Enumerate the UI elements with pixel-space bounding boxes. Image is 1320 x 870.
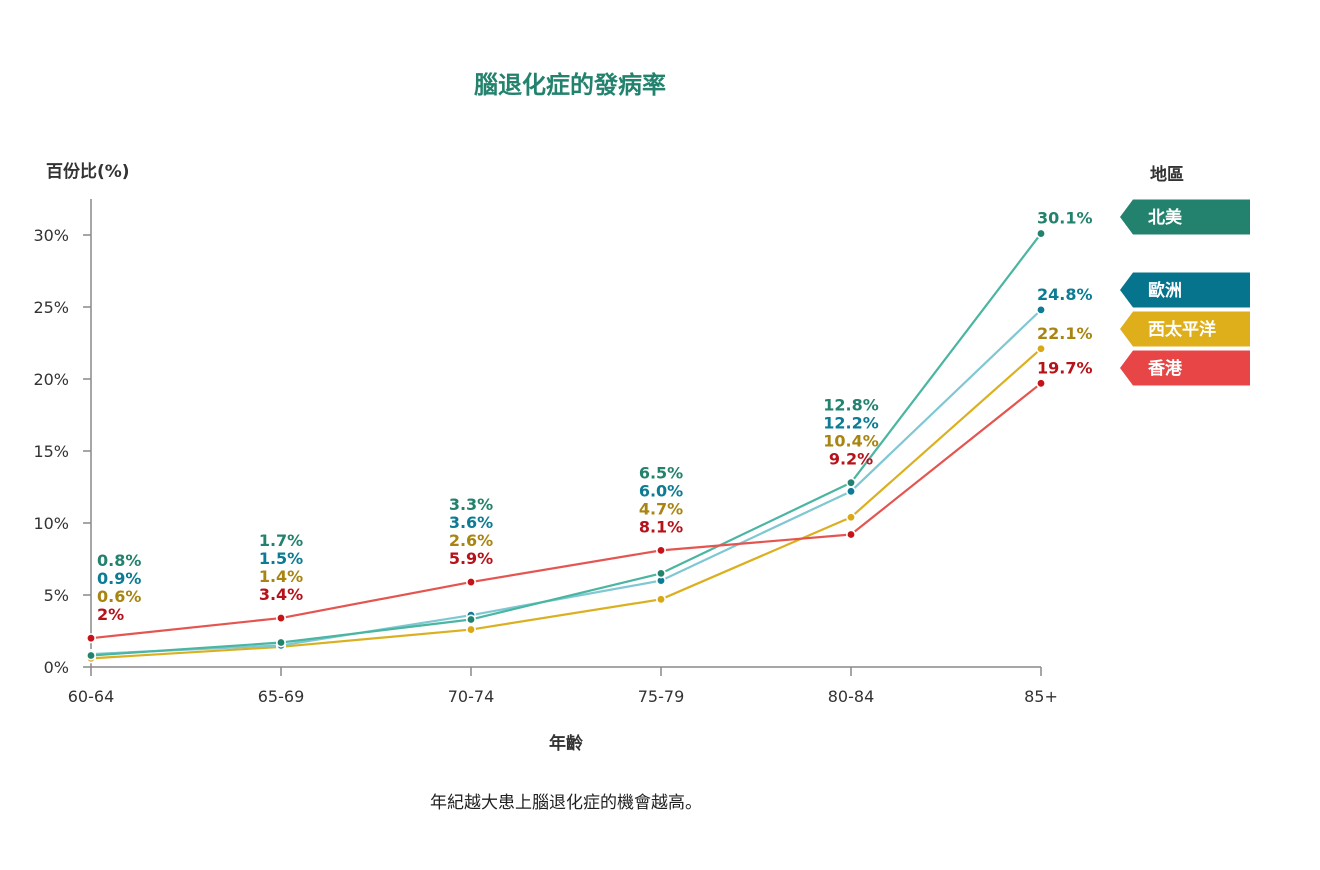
y-tick-label: 25%	[33, 298, 69, 317]
data-point-na	[1036, 228, 1047, 239]
data-point-na	[275, 637, 286, 648]
y-tick-label: 5%	[44, 586, 69, 605]
data-point-hk	[845, 529, 856, 540]
x-tick-label: 65-69	[258, 687, 305, 706]
axes: 0% 5% 10% 15% 20% 25% 30% 60-64 65-69 70-74 75-79 8…	[33, 199, 1058, 706]
data-label-wp: 0.6%	[97, 587, 141, 606]
data-label-wp: 10.4%	[823, 432, 879, 451]
data-label-eu: 24.8%	[1037, 285, 1093, 304]
data-point-hk	[275, 613, 286, 624]
data-label-eu: 1.5%	[259, 549, 303, 568]
legend-label-eu: 歐洲	[1148, 280, 1182, 301]
data-point-hk	[655, 545, 666, 556]
data-point-eu	[845, 486, 856, 497]
data-labels: 0.8%0.9%0.6%2% 1.7%1.5%1.4%3.4% 3.3%3.6%2.…	[97, 209, 1093, 625]
data-point-wp	[655, 594, 666, 605]
data-point-na	[845, 477, 856, 488]
y-tick-label: 30%	[33, 226, 69, 245]
data-label-eu: 3.6%	[449, 513, 493, 532]
data-point-na	[465, 614, 476, 625]
data-label-eu: 6.0%	[639, 481, 683, 500]
legend-item-hk[interactable]: 香港	[1120, 350, 1250, 386]
legend-item-na[interactable]: 北美	[1120, 199, 1250, 235]
legend-swatch-hk	[1120, 350, 1250, 386]
x-tick-label: 85+	[1024, 687, 1058, 706]
data-point-na	[655, 568, 666, 579]
series-points	[86, 228, 1047, 664]
legend-swatch-wp	[1120, 311, 1250, 347]
data-point-na	[86, 650, 97, 661]
legend-swatch-na	[1120, 199, 1250, 235]
data-label-na: 30.1%	[1037, 209, 1093, 228]
y-axis-title: 百份比(%)	[46, 161, 130, 182]
data-point-hk	[465, 577, 476, 588]
data-label-eu: 0.9%	[97, 569, 141, 588]
data-label-wp: 2.6%	[449, 531, 493, 550]
series-line-wp	[90, 347, 1042, 660]
data-label-wp: 1.4%	[259, 567, 303, 586]
x-axis-title: 年齡	[549, 733, 583, 754]
data-point-hk	[86, 633, 97, 644]
data-label-na: 0.8%	[97, 551, 141, 570]
data-label-hk: 5.9%	[449, 549, 493, 568]
data-point-wp	[465, 624, 476, 635]
series-line-hk	[90, 382, 1042, 640]
y-tick-label: 20%	[33, 370, 69, 389]
x-tick-label: 80-84	[828, 687, 875, 706]
series-lines	[90, 232, 1042, 660]
series-line-na	[90, 232, 1042, 657]
data-label-na: 12.8%	[823, 396, 879, 415]
legend-label-wp: 西太平洋	[1148, 319, 1216, 340]
x-tick-label: 75-79	[638, 687, 685, 706]
series-line-eu	[90, 309, 1042, 656]
legend-item-eu[interactable]: 歐洲	[1120, 272, 1250, 308]
y-tick-label: 15%	[33, 442, 69, 461]
data-label-wp: 4.7%	[639, 499, 683, 518]
legend-title: 地區	[1150, 164, 1184, 185]
data-label-na: 3.3%	[449, 495, 493, 514]
x-tick-label: 70-74	[448, 687, 495, 706]
data-point-wp	[845, 512, 856, 523]
data-point-wp	[1036, 343, 1047, 354]
data-label-hk: 3.4%	[259, 585, 303, 604]
data-label-hk: 8.1%	[639, 517, 683, 536]
chart-title: 腦退化症的發病率	[474, 71, 666, 99]
x-tick-label: 60-64	[68, 687, 115, 706]
legend-swatch-eu	[1120, 272, 1250, 308]
legend-label-na: 北美	[1148, 207, 1183, 228]
data-label-hk: 19.7%	[1037, 358, 1093, 377]
y-tick-label: 10%	[33, 514, 69, 533]
legend-label-hk: 香港	[1148, 358, 1183, 379]
data-label-hk: 2%	[97, 605, 124, 624]
data-label-hk: 9.2%	[829, 450, 873, 469]
y-tick-label: 0%	[44, 658, 69, 677]
data-point-hk	[1036, 378, 1047, 389]
data-label-wp: 22.1%	[1037, 324, 1093, 343]
data-point-eu	[1036, 304, 1047, 315]
chart-caption: 年紀越大患上腦退化症的機會越高。	[430, 793, 702, 813]
data-label-eu: 12.2%	[823, 414, 879, 433]
legend-item-wp[interactable]: 西太平洋	[1120, 311, 1250, 347]
data-label-na: 6.5%	[639, 463, 683, 482]
data-label-na: 1.7%	[259, 531, 303, 550]
